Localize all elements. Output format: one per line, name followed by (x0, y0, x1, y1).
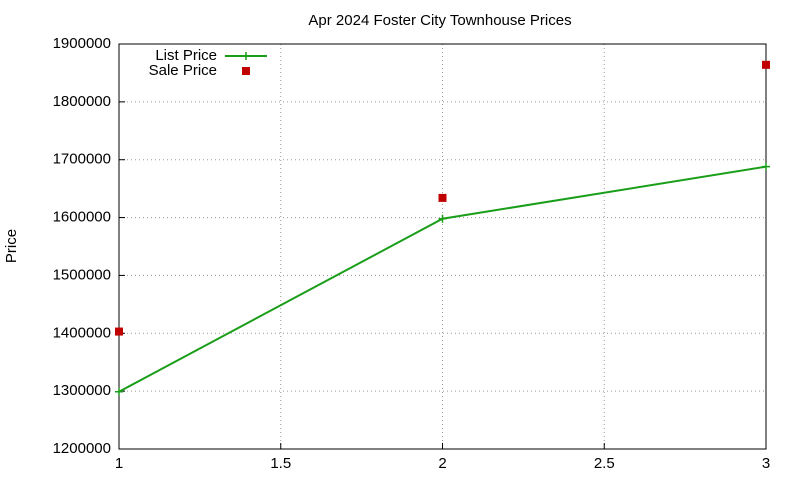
marker (762, 162, 770, 171)
marker (438, 193, 447, 202)
plot-frame (118, 43, 767, 450)
x-tick-label: 2.5 (594, 455, 615, 472)
legend-label: Sale Price (149, 62, 217, 79)
y-axis-label: Price (3, 229, 20, 263)
y-tick-label: 1300000 (53, 382, 111, 399)
marker (438, 214, 447, 223)
y-tick-label: 1500000 (53, 266, 111, 283)
chart-title: Apr 2024 Foster City Townhouse Prices (308, 12, 571, 29)
y-tick-label: 1200000 (53, 440, 111, 457)
y-tick-label: 1900000 (53, 35, 111, 52)
legend-marker (242, 67, 250, 75)
marker (115, 387, 123, 396)
y-tick-label: 1400000 (53, 324, 111, 341)
marker (762, 60, 770, 69)
x-tick-label: 1.5 (270, 455, 291, 472)
y-tick-label: 1800000 (53, 93, 111, 110)
x-tick-label: 2 (438, 455, 446, 472)
y-tick-label: 1600000 (53, 209, 111, 226)
y-tick-label: 1700000 (53, 151, 111, 168)
marker (115, 327, 123, 336)
x-tick-label: 1 (115, 455, 123, 472)
legend-marker (242, 52, 250, 60)
legend-label: List Price (155, 47, 217, 64)
x-tick-label: 3 (762, 455, 770, 472)
